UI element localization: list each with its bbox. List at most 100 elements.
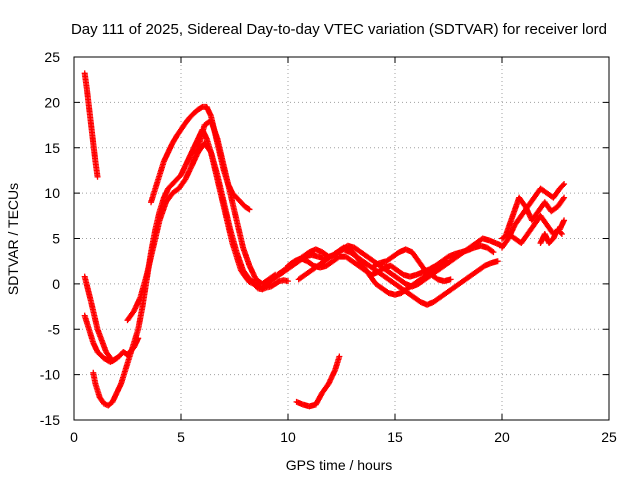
data-point-run xyxy=(227,227,240,254)
data-point-run xyxy=(451,281,461,291)
data-point xyxy=(561,217,568,224)
data-point-run xyxy=(166,182,175,191)
data-point-run xyxy=(183,115,192,126)
x-tick-labels: 0 5 10 15 20 25 xyxy=(70,429,617,445)
data-point-run xyxy=(313,391,325,407)
data-point-run xyxy=(347,247,359,259)
data-point-run xyxy=(214,137,227,168)
data-point xyxy=(561,194,568,201)
y-tick-label: -15 xyxy=(40,412,60,428)
data-point-run xyxy=(444,286,455,296)
data-point-run xyxy=(170,177,179,186)
data-point-run xyxy=(555,227,564,236)
data-point-run xyxy=(137,273,150,299)
data-point-run xyxy=(360,264,372,277)
data-point-run xyxy=(144,246,156,277)
data-point-run xyxy=(517,195,528,209)
data-point-run xyxy=(350,259,361,268)
data-point-run xyxy=(538,186,549,196)
data-point-run xyxy=(286,259,297,268)
data-points xyxy=(81,70,568,410)
data-point xyxy=(447,276,454,283)
data-point-run xyxy=(361,259,372,268)
data-point-run xyxy=(174,173,183,182)
series-track-1 xyxy=(81,70,101,180)
data-point-run xyxy=(176,177,188,191)
data-point-run xyxy=(178,121,188,132)
data-point-run xyxy=(187,111,196,120)
series-track-13 xyxy=(293,353,343,410)
data-point-run xyxy=(354,254,365,268)
data-point-run xyxy=(470,268,481,277)
data-point-run xyxy=(391,250,401,259)
data-point-run xyxy=(234,195,243,205)
data-point-run xyxy=(221,200,233,231)
data-point-run xyxy=(240,245,252,268)
data-point-run xyxy=(97,395,107,406)
data-point-run xyxy=(108,356,119,365)
x-axis-label: GPS time / hours xyxy=(286,457,393,473)
data-point-run xyxy=(410,250,421,263)
data-point-run xyxy=(316,259,327,268)
data-point-run xyxy=(238,200,248,209)
data-point-run xyxy=(86,105,94,127)
data-point-run xyxy=(322,254,333,264)
data-point-run xyxy=(463,272,474,282)
data-point-run xyxy=(84,87,92,109)
y-tick-label: 20 xyxy=(44,94,60,110)
data-point-run xyxy=(551,186,562,200)
data-point-run xyxy=(309,263,320,273)
series-track-17 xyxy=(537,226,565,247)
data-point-run xyxy=(95,349,106,361)
data-point-run xyxy=(384,254,395,264)
data-point-run xyxy=(412,295,423,305)
data-point-run xyxy=(88,300,101,331)
data-point-run xyxy=(117,350,126,359)
data-point-run xyxy=(273,278,282,287)
y-tick-label: 0 xyxy=(52,276,60,292)
data-point xyxy=(490,249,497,256)
data-point-run xyxy=(555,195,567,209)
x-tick-label: 10 xyxy=(280,429,296,445)
data-point-run xyxy=(367,273,378,286)
data-point-run xyxy=(431,263,442,273)
y-axis-label: SDTVAR / TECUs xyxy=(5,183,21,295)
data-point-run xyxy=(365,254,376,264)
data-point-run xyxy=(499,236,511,250)
data-point-run xyxy=(457,277,468,286)
data-point-run xyxy=(386,277,397,286)
data-point-run xyxy=(275,268,286,277)
data-point-run xyxy=(359,250,369,259)
data-point-run xyxy=(412,277,423,286)
data-point xyxy=(336,353,343,360)
data-point-run xyxy=(170,134,180,146)
data-point-run xyxy=(352,245,363,255)
data-point-run xyxy=(95,327,109,354)
data-point-run xyxy=(547,236,556,245)
data-point-run xyxy=(301,250,312,259)
data-point-run xyxy=(485,245,496,255)
data-point-run xyxy=(102,401,110,408)
data-point xyxy=(113,355,120,362)
data-point-run xyxy=(264,277,275,286)
data-point-run xyxy=(174,127,184,138)
data-point-run xyxy=(519,232,530,245)
data-point xyxy=(94,173,101,180)
data-point-run xyxy=(150,218,163,250)
data-point-run xyxy=(374,281,384,291)
data-point xyxy=(285,278,291,285)
data-point xyxy=(558,230,565,237)
data-point-run xyxy=(399,286,410,296)
data-point-run xyxy=(438,290,449,300)
data-point-run xyxy=(234,250,246,272)
data-point-run xyxy=(208,150,220,177)
data-point-run xyxy=(329,250,339,259)
data-point-run xyxy=(429,272,440,282)
data-point-run xyxy=(243,204,252,212)
data-point-run xyxy=(525,223,537,236)
series-track-15 xyxy=(503,194,568,237)
data-point-run xyxy=(376,265,387,275)
x-tick-label: 5 xyxy=(177,429,185,445)
data-point-run xyxy=(476,263,487,273)
